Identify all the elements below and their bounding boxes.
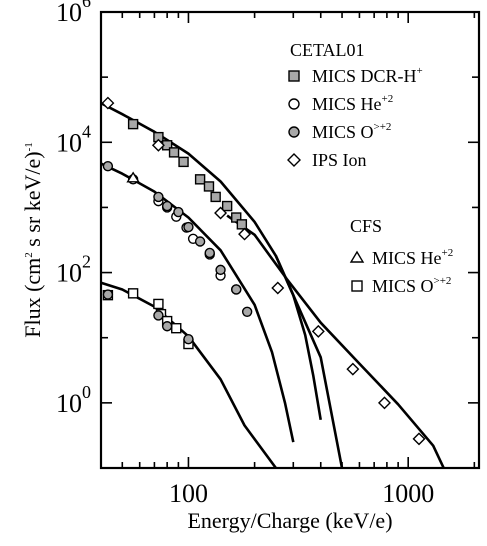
y-axis-label-prefix: Flux (cm (20, 258, 45, 338)
y-tick-labels: 100 102 104 106 (56, 0, 91, 418)
fit-curve (226, 214, 445, 468)
x-tick-labels: 100 1000 (169, 479, 434, 508)
ips_ion-point (311, 324, 325, 338)
mics_dcr_h-point (221, 200, 233, 212)
legend-marker (287, 153, 301, 167)
mics_dcr_h-point (194, 174, 206, 185)
mics_o_cetal-point (173, 206, 184, 218)
y-tick-label: 102 (56, 252, 91, 288)
mics_o_cetal-point (204, 247, 215, 259)
y-axis-label-middle: s sr keV/e) (20, 151, 45, 252)
mics_o_cetal-point (215, 264, 226, 276)
ips_ion-point (271, 281, 285, 295)
legend-marker (349, 250, 365, 263)
mics_dcr_h-point (236, 219, 248, 230)
legend-marker (351, 280, 363, 292)
ips_ion-point (214, 206, 228, 220)
mics_o_cfs-point (153, 298, 164, 310)
legend-marker (288, 98, 300, 110)
mics_dcr_h-point (168, 147, 180, 158)
mics_o_low_filled-point (153, 310, 164, 321)
mics_o_cfs-point (127, 288, 139, 299)
x-tick-label: 1000 (382, 479, 434, 508)
legend-marker (288, 126, 300, 138)
mics_o_cetal-point (231, 284, 242, 295)
legend-marker (288, 70, 300, 82)
mics_dcr_h-point (178, 156, 189, 168)
fit-curve (101, 162, 295, 443)
legend-entry: IPS Ion (312, 150, 367, 170)
y-axis-label: Flux (cm2 s sr keV/e)-1 (20, 142, 45, 338)
axis-ticks (100, 11, 479, 469)
mics_dcr_h-point (210, 191, 221, 203)
x-axis-label: Energy/Charge (keV/e) (187, 508, 392, 533)
y-tick-label: 100 (56, 382, 91, 418)
ips_ion-point (238, 227, 252, 241)
legend-entry: MICS O>+2 (312, 121, 391, 142)
y-tick-label: 104 (56, 121, 91, 157)
ips_ion-point (101, 96, 115, 110)
legend-entry: MICS DCR-H+ (312, 65, 423, 86)
x-tick-label: 100 (169, 479, 208, 508)
legend-title: CFS (350, 216, 382, 236)
legend-title: CETAL01 (290, 40, 365, 60)
plot-frame (99, 10, 481, 470)
legend-entry: MICS O>+2 (372, 275, 451, 296)
ips_ion-point (377, 396, 391, 410)
mics_o_cetal-point (241, 306, 253, 317)
mics_he_cfs-point (126, 171, 140, 183)
mics_o_low_filled-point (102, 289, 114, 300)
fit-curve (101, 101, 322, 421)
mics_o_low_filled-point (183, 333, 194, 345)
ips_ion-point (151, 138, 165, 152)
mics_dcr_h-point (127, 118, 139, 130)
legend-entry: MICS He+2 (372, 247, 453, 268)
mics_o_cetal-point (153, 191, 164, 203)
mics_o_cetal-point (183, 221, 194, 233)
mics_o_cetal-point (194, 236, 206, 247)
ips_ion-point (346, 362, 360, 376)
y-axis-label-sup2: -1 (23, 142, 35, 151)
ips_ion-point (412, 432, 426, 446)
legend: CETAL01 MICS DCR-H+ MICS He+2 MICS O>+2 IPS … (287, 40, 453, 296)
mics_o_low_filled-point (161, 321, 173, 332)
y-tick-label: 106 (56, 0, 91, 27)
mics_o_cfs-point (171, 322, 182, 334)
mics_dcr_h-point (203, 181, 215, 192)
legend-entry: MICS He+2 (312, 93, 393, 114)
mics_o_cetal-point (102, 160, 114, 172)
mics_o_cetal-point (161, 200, 173, 212)
y-axis-label-sup1: 2 (23, 252, 35, 258)
mics_dcr_h-point (231, 212, 242, 223)
fit-curve (274, 255, 344, 468)
data-markers (101, 96, 426, 446)
